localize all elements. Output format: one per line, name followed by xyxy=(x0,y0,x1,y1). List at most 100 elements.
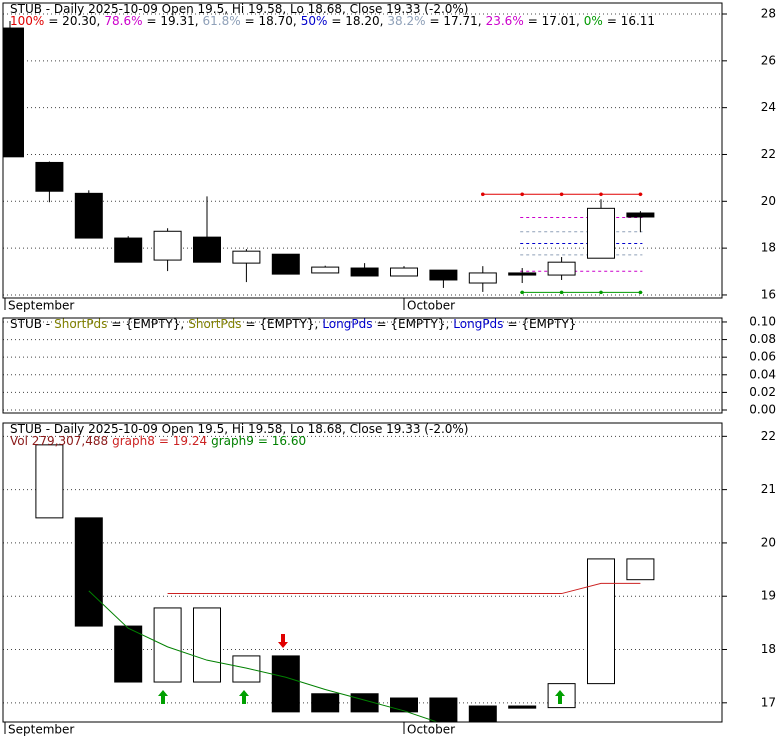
legend-value: = {EMPTY}, xyxy=(376,317,449,331)
legend-name: LongPds xyxy=(453,317,503,331)
price-box xyxy=(429,697,458,722)
fib-value: = 19.31, xyxy=(146,14,198,28)
candle-body xyxy=(74,192,103,239)
candle-body xyxy=(508,272,537,276)
price-box xyxy=(390,697,418,713)
candle-body xyxy=(626,212,655,218)
price-box xyxy=(468,705,497,722)
indicator-line xyxy=(167,582,641,595)
legend-name: ShortPds xyxy=(188,317,241,331)
candle-body xyxy=(468,272,497,284)
y-tick-label: 19 xyxy=(761,589,776,603)
candle-body xyxy=(3,27,24,158)
fib-name: 100% xyxy=(10,14,44,28)
legend-name: graph9 xyxy=(211,434,254,448)
price-box xyxy=(74,517,103,627)
candle-body xyxy=(429,269,458,281)
buy-arrow xyxy=(158,690,168,704)
sell-arrow xyxy=(278,634,288,648)
price-box xyxy=(35,444,64,519)
panel-legend: Vol 279,307,488 graph8 = 19.24 graph9 = 16.6… xyxy=(10,434,306,448)
panel-frame xyxy=(2,2,723,299)
price-box xyxy=(626,558,655,581)
candle-body xyxy=(114,237,143,263)
legend-value: = {EMPTY}, xyxy=(111,317,184,331)
price-box xyxy=(153,607,182,683)
legend-name: graph8 xyxy=(112,434,155,448)
fib-value: = 18.70, xyxy=(245,14,297,28)
fib-dot xyxy=(638,192,643,197)
y-tick-label: 20 xyxy=(761,194,776,208)
buy-arrow xyxy=(555,690,565,704)
fib-name: 0% xyxy=(584,14,603,28)
fib-dot xyxy=(638,290,643,295)
y-tick-label: 0.06 xyxy=(749,350,776,364)
fib-name: 61.8% xyxy=(203,14,241,28)
panel-frame xyxy=(2,422,723,723)
signal-arrows xyxy=(158,634,565,704)
legend-value: = {EMPTY}, xyxy=(246,317,319,331)
y-tick-label: 18 xyxy=(761,642,776,656)
panel-frame xyxy=(2,317,723,414)
panel-title: STUB - Daily 2025-10-09 Open 19.5, Hi 19… xyxy=(10,2,468,16)
fib-dot xyxy=(520,290,524,295)
price-box xyxy=(587,558,615,685)
candle-body xyxy=(232,250,261,264)
y-tick-label: 0.10 xyxy=(749,314,776,328)
fib-legend: 100% = 20.30, 78.6% = 19.31, 61.8% = 18.70, 50… xyxy=(10,14,655,28)
fib-value: = 17.01, xyxy=(528,14,580,28)
price-box xyxy=(232,655,261,683)
fib-name: 50% xyxy=(301,14,328,28)
x-tick-label: September xyxy=(8,299,74,313)
candle-body xyxy=(153,230,182,261)
volume-label: Vol 279,307,488 xyxy=(10,434,108,448)
fib-value: = 17.71, xyxy=(430,14,482,28)
y-tick-label: 0.04 xyxy=(749,367,776,381)
x-tick-label: October xyxy=(407,299,455,313)
indicator-line xyxy=(88,590,439,722)
candle-body xyxy=(547,261,576,276)
y-tick-label: 17 xyxy=(761,695,776,709)
price-box xyxy=(114,625,143,683)
price-box xyxy=(508,705,537,709)
y-tick-label: 28 xyxy=(761,7,776,21)
y-tick-label: 22 xyxy=(761,147,776,161)
candle-body xyxy=(35,161,64,192)
y-tick-label: 16 xyxy=(761,287,776,301)
price-box xyxy=(271,655,300,713)
title-text: STUB - Daily 2025-10-09 Open 19.5, Hi 19… xyxy=(10,2,468,16)
panel-title: STUB - ShortPds = {EMPTY}, ShortPds = {EMPTY… xyxy=(10,317,576,331)
fib-dot xyxy=(559,290,564,295)
candle-body xyxy=(311,266,340,274)
candle-body xyxy=(350,267,379,277)
panel xyxy=(3,13,722,296)
y-tick-label: 26 xyxy=(761,53,776,67)
y-tick-label: 22 xyxy=(761,429,776,443)
fib-dot xyxy=(599,192,603,197)
x-tick-label: October xyxy=(407,723,455,737)
fib-dot xyxy=(599,290,603,295)
y-tick-label: 24 xyxy=(761,100,776,114)
candle-body xyxy=(271,253,300,275)
y-tick-label: 0.02 xyxy=(749,385,776,399)
fib-dot xyxy=(481,192,485,197)
panel xyxy=(3,321,722,411)
panel xyxy=(3,435,722,722)
candle-body xyxy=(390,267,418,277)
fib-value: = 18.20, xyxy=(331,14,383,28)
price-box xyxy=(193,607,221,683)
legend-name: ShortPds xyxy=(54,317,107,331)
y-tick-label: 0.00 xyxy=(749,403,776,417)
y-tick-label: 0.08 xyxy=(749,332,776,346)
y-tick-label: 18 xyxy=(761,241,776,255)
price-box xyxy=(311,693,340,713)
title-text: STUB - Daily 2025-10-09 Open 19.5, Hi 19… xyxy=(10,422,468,436)
legend-name: LongPds xyxy=(322,317,372,331)
legend-value: = 19.24 xyxy=(159,434,207,448)
fib-name: 78.6% xyxy=(104,14,142,28)
fib-value: = 20.30, xyxy=(48,14,100,28)
fib-name: 23.6% xyxy=(486,14,524,28)
candle-body xyxy=(193,236,221,263)
